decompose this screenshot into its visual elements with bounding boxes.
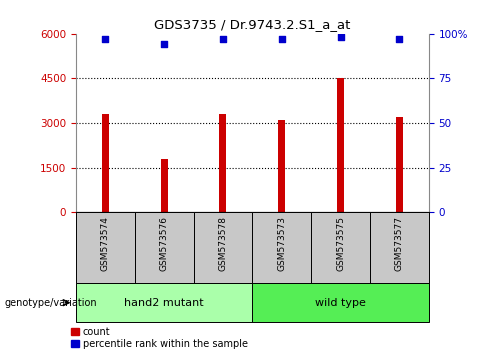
Text: GSM573577: GSM573577: [395, 216, 404, 271]
Bar: [76, 212, 135, 283]
Point: [395, 36, 403, 42]
Bar: [76, 283, 252, 322]
Point: [219, 36, 227, 42]
Bar: [161, 159, 168, 212]
Point: [160, 41, 168, 47]
Point: [278, 36, 286, 42]
Title: GDS3735 / Dr.9743.2.S1_a_at: GDS3735 / Dr.9743.2.S1_a_at: [154, 18, 350, 31]
Text: genotype/variation: genotype/variation: [5, 298, 98, 308]
Text: GSM573575: GSM573575: [336, 216, 345, 271]
Point: [101, 36, 109, 42]
Bar: [370, 212, 429, 283]
Text: GSM573576: GSM573576: [160, 216, 169, 271]
Bar: [252, 283, 429, 322]
Text: GSM573573: GSM573573: [277, 216, 286, 271]
Bar: [337, 78, 344, 212]
Bar: [135, 212, 194, 283]
Bar: [220, 114, 226, 212]
Bar: [194, 212, 252, 283]
Text: hand2 mutant: hand2 mutant: [124, 298, 204, 308]
Text: wild type: wild type: [315, 298, 366, 308]
Bar: [102, 114, 109, 212]
Text: GSM573578: GSM573578: [219, 216, 227, 271]
Bar: [311, 212, 370, 283]
Bar: [252, 212, 311, 283]
Legend: count, percentile rank within the sample: count, percentile rank within the sample: [71, 327, 247, 349]
Bar: [278, 120, 285, 212]
Point: [337, 34, 344, 40]
Text: GSM573574: GSM573574: [101, 216, 110, 271]
Bar: [396, 117, 403, 212]
